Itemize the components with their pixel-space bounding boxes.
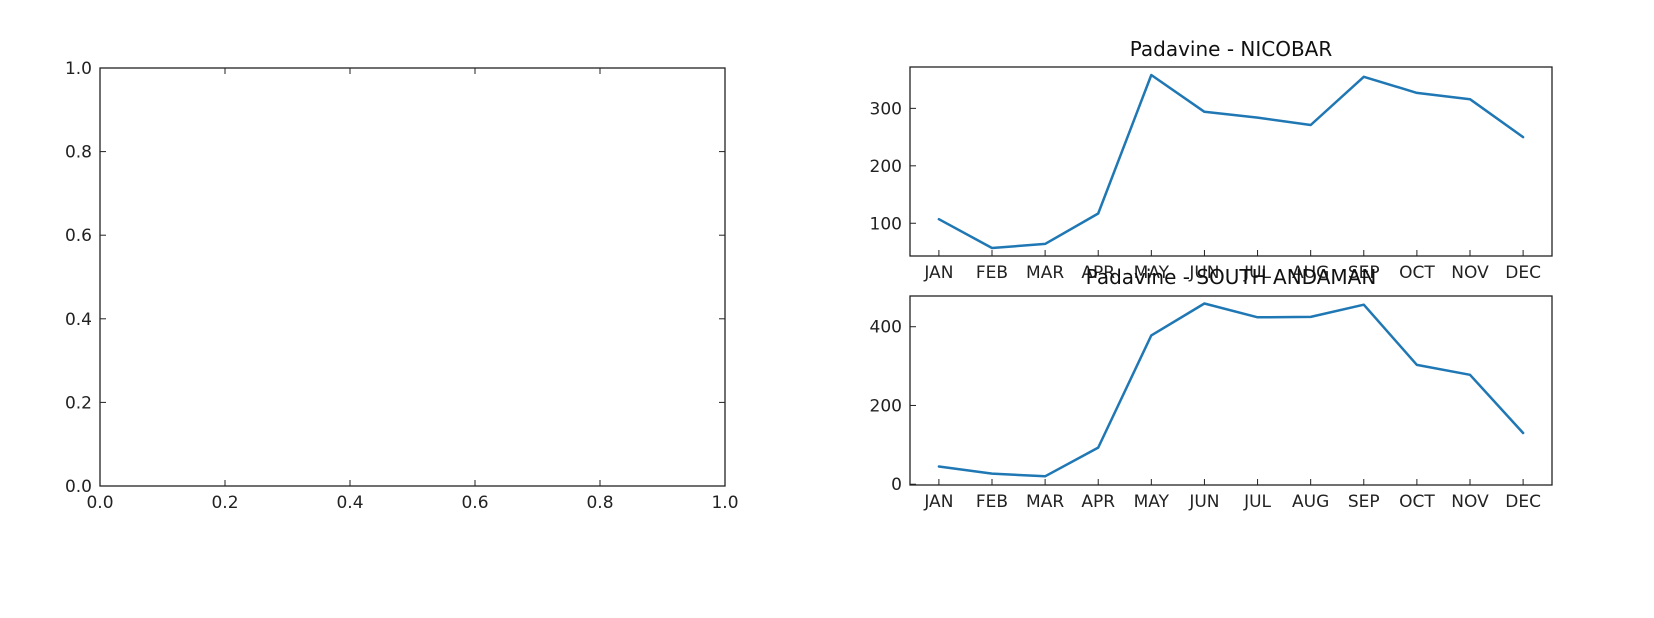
- x-tick-label: FEB: [976, 492, 1008, 512]
- x-tick-label: 0.0: [86, 493, 113, 513]
- x-tick-label: MAR: [1026, 263, 1064, 283]
- x-tick-label: 1.0: [711, 493, 738, 513]
- x-tick-label: 0.8: [586, 493, 613, 513]
- series-line: [937, 73, 1525, 250]
- chart-title: Padavine - NICOBAR: [1130, 37, 1333, 61]
- x-tick-label: APR: [1081, 492, 1115, 512]
- x-tick-label: FEB: [976, 263, 1008, 283]
- x-tick-label: 0.6: [461, 493, 488, 513]
- y-tick-label: 0.2: [65, 393, 92, 413]
- x-tick-label: OCT: [1399, 263, 1435, 283]
- x-tick-label: JAN: [923, 263, 953, 283]
- x-tick-label: JUN: [1188, 492, 1219, 512]
- y-tick-label: 0: [891, 475, 902, 495]
- south-andaman-chart-panel: Padavine - SOUTH ANDAMAN JAN FEB MAR APR MAY J…: [870, 265, 1553, 512]
- x-tick-label: JAN: [923, 492, 953, 512]
- y-tick-label: 200: [870, 157, 902, 177]
- y-tick-label: 300: [870, 99, 902, 119]
- x-tick-label: MAR: [1026, 492, 1064, 512]
- axes-frame: [909, 295, 1553, 486]
- axes-frame: [99, 67, 726, 487]
- y-tick-label: 0.0: [65, 477, 92, 497]
- x-tick-label: SEP: [1348, 263, 1380, 283]
- y-tick-label: 0.6: [65, 226, 92, 246]
- x-tick-label: MAY: [1134, 263, 1170, 283]
- chart-title: Padavine - SOUTH ANDAMAN: [1086, 265, 1377, 289]
- y-tick-label: 400: [870, 318, 902, 338]
- x-tick-label: DEC: [1505, 492, 1541, 512]
- series-line: [937, 302, 1525, 478]
- x-tick-label: AUG: [1292, 263, 1329, 283]
- x-tick-label: JUL: [1243, 263, 1271, 283]
- x-tick-label: 0.4: [336, 493, 363, 513]
- y-tick-label: 200: [870, 396, 902, 416]
- x-tick-label: JUN: [1188, 263, 1219, 283]
- x-tick-label: NOV: [1451, 492, 1489, 512]
- x-tick-label: DEC: [1505, 263, 1541, 283]
- y-tick-label: 0.4: [65, 310, 92, 330]
- empty-axes-panel: 0.0 0.2 0.4 0.6 0.8 1.0 0.0 0.2 0.4 0.6 0.8 1.0: [65, 59, 739, 513]
- x-tick-label: JUL: [1243, 492, 1271, 512]
- y-tick-label: 1.0: [65, 59, 92, 79]
- x-tick-label: MAY: [1134, 492, 1170, 512]
- y-tick-label: 0.8: [65, 143, 92, 163]
- nicobar-chart-panel: Padavine - NICOBAR JAN FEB MAR APR MAY JUN JUL A…: [870, 37, 1553, 283]
- axes-frame: [909, 66, 1553, 257]
- x-tick-label: NOV: [1451, 263, 1489, 283]
- x-tick-label: SEP: [1348, 492, 1380, 512]
- x-tick-label: OCT: [1399, 492, 1435, 512]
- x-tick-label: APR: [1081, 263, 1115, 283]
- y-tick-label: 100: [870, 214, 902, 234]
- x-tick-label: 0.2: [211, 493, 238, 513]
- x-tick-label: AUG: [1292, 492, 1329, 512]
